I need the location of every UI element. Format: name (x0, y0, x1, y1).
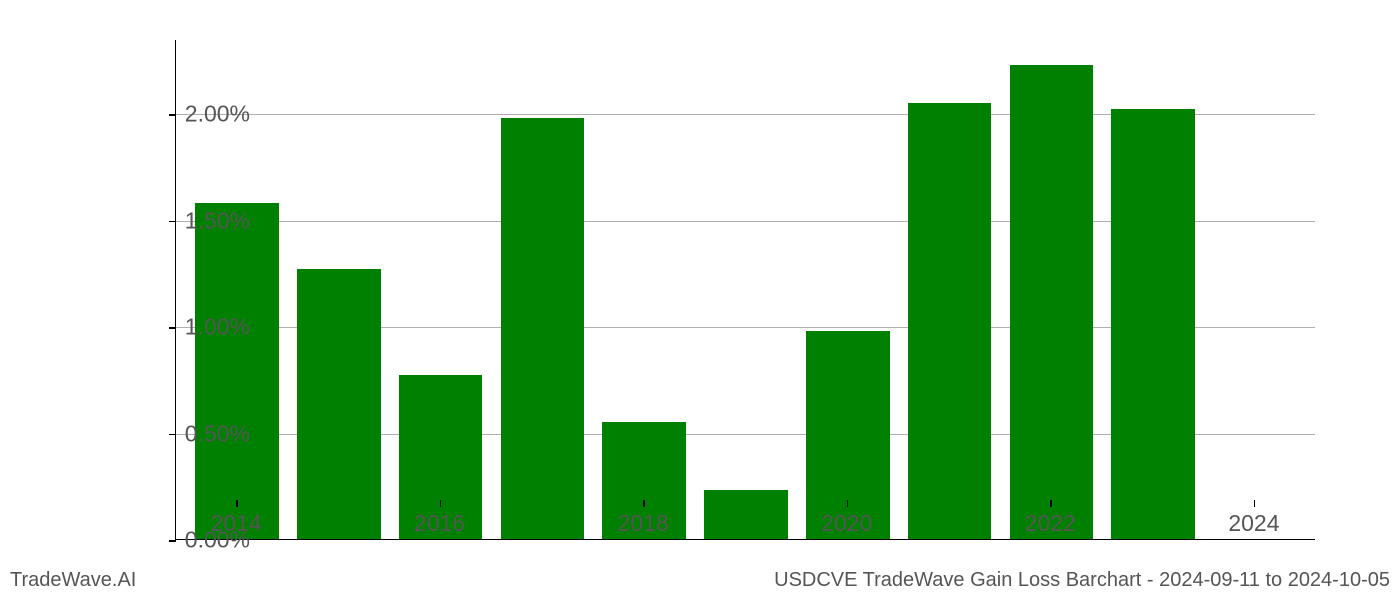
chart-container (175, 40, 1315, 540)
bar (501, 118, 584, 539)
footer-left-text: TradeWave.AI (10, 569, 136, 592)
bar (704, 490, 787, 539)
x-tick-mark (1050, 500, 1052, 507)
bar (806, 331, 889, 540)
x-tick-mark (236, 500, 238, 507)
x-tick-label: 2020 (821, 510, 872, 537)
plot-area (175, 40, 1315, 540)
x-tick-mark (440, 500, 442, 507)
y-tick-label: 2.00% (150, 101, 250, 128)
bar (195, 203, 278, 539)
footer-right-text: USDCVE TradeWave Gain Loss Barchart - 20… (774, 569, 1390, 592)
y-tick-label: 0.50% (150, 420, 250, 447)
bar (297, 269, 380, 539)
bar (1111, 109, 1194, 539)
x-tick-label: 2018 (618, 510, 669, 537)
x-tick-mark (1254, 500, 1256, 507)
x-tick-label: 2014 (210, 510, 261, 537)
x-tick-mark (847, 500, 849, 507)
x-tick-label: 2022 (1025, 510, 1076, 537)
x-tick-label: 2016 (414, 510, 465, 537)
x-tick-mark (643, 500, 645, 507)
x-tick-label: 2024 (1228, 510, 1279, 537)
bar (908, 103, 991, 539)
y-tick-label: 1.50% (150, 207, 250, 234)
y-tick-label: 1.00% (150, 314, 250, 341)
bar (1010, 65, 1093, 539)
